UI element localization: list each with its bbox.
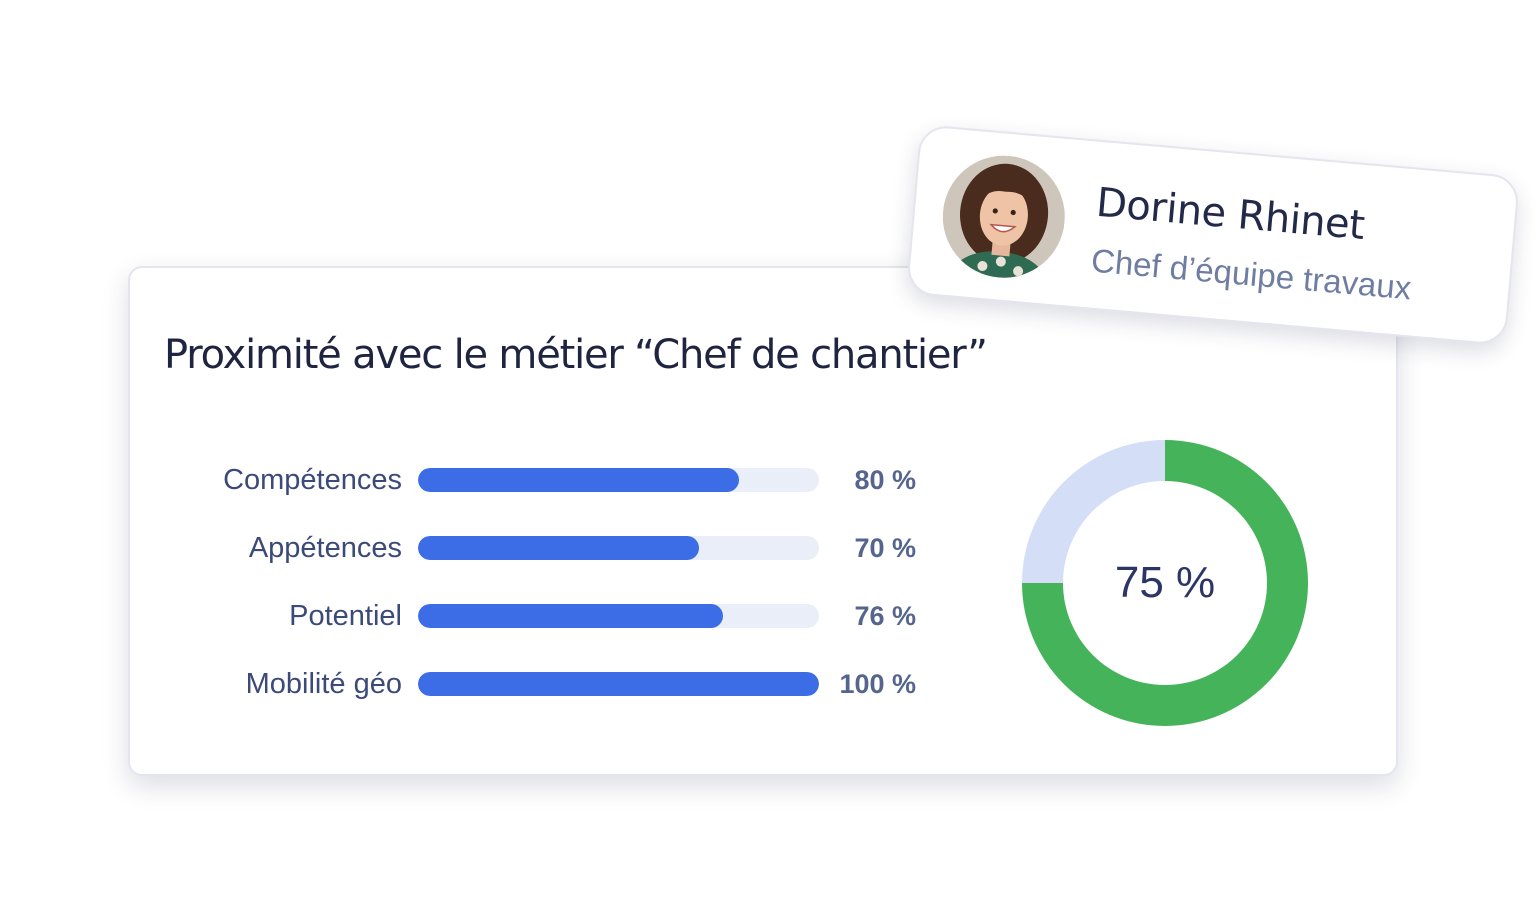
avatar [937, 150, 1070, 283]
bar-value-label: 100 % [839, 669, 916, 699]
donut-slice [1022, 440, 1165, 583]
profile-name: Dorine Rhinet [1094, 179, 1367, 250]
bar-label: Potentiel [289, 600, 402, 632]
bar [418, 672, 819, 696]
bar-row: Appétences 70 % [130, 528, 930, 568]
card-title: Proximité avec le métier “Chef de chanti… [164, 332, 988, 378]
bar-label: Appétences [248, 532, 402, 564]
bar-label: Compétences [223, 464, 402, 496]
donut-chart: 75 % [1020, 438, 1310, 728]
bar-row: Potentiel 76 % [130, 596, 930, 636]
bar-value-label: 70 % [854, 533, 916, 563]
bar-value-label: 80 % [854, 465, 916, 495]
bar [418, 604, 723, 628]
bar-label: Mobilité géo [245, 668, 402, 700]
avatar-photo [937, 150, 1070, 283]
donut-svg [1022, 440, 1308, 726]
bar-track [418, 468, 819, 492]
bar [418, 536, 699, 560]
bar-track [418, 604, 819, 628]
profile-card[interactable]: Dorine Rhinet Chef d’équipe travaux [905, 124, 1521, 346]
profile-role: Chef d’équipe travaux [1089, 241, 1413, 307]
bar-row: Compétences 80 % [130, 460, 930, 500]
donut-center-label: 75 % [1114, 558, 1216, 607]
bar-value-label: 76 % [854, 601, 916, 631]
bar-track [418, 536, 819, 560]
bar-track [418, 672, 819, 696]
proximity-card: Proximité avec le métier “Chef de chanti… [128, 266, 1398, 776]
bar [418, 468, 739, 492]
bar-row: Mobilité géo 100 % [130, 664, 930, 704]
